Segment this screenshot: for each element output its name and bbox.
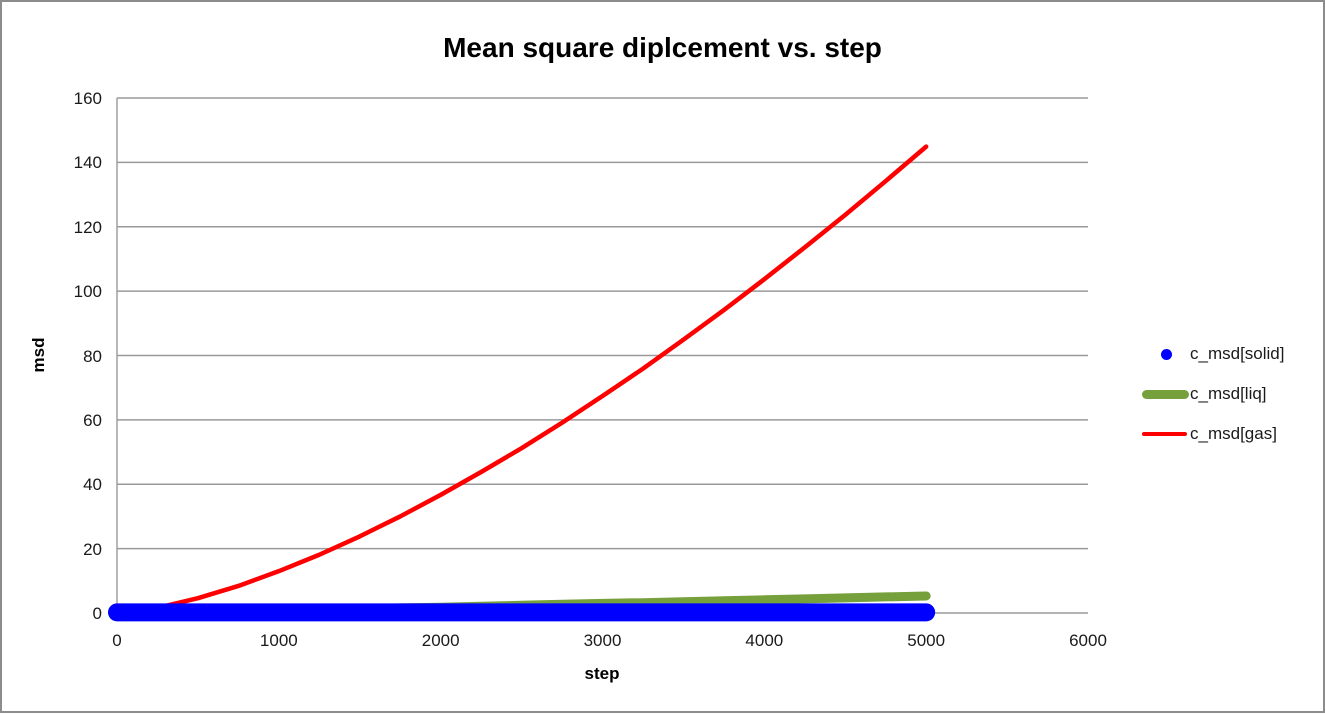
legend-label: c_msd[gas] xyxy=(1190,424,1277,443)
gas-series-marker-icon xyxy=(1142,432,1187,436)
x-tick-label: 3000 xyxy=(583,631,622,650)
liq-series-marker-icon xyxy=(1142,389,1189,399)
x-axis-title: step xyxy=(584,664,620,683)
legend-label: c_msd[solid] xyxy=(1190,344,1285,363)
x-tick-label: 1000 xyxy=(259,631,298,650)
legend-item-c_msd-liq: c_msd[liq] xyxy=(1142,384,1322,403)
x-tick-label: 2000 xyxy=(421,631,460,650)
x-tick-label: 0 xyxy=(112,631,122,650)
legend-label: c_msd[liq] xyxy=(1190,384,1267,403)
legend-marker-slot xyxy=(1142,389,1190,399)
y-tick-label: 100 xyxy=(73,282,102,302)
y-tick-label: 140 xyxy=(73,153,102,173)
y-tick-label: 60 xyxy=(83,410,102,430)
series-line-c_msd[gas] xyxy=(114,144,929,616)
y-tick-label: 160 xyxy=(73,89,102,108)
solid-series-marker-icon xyxy=(1160,348,1172,360)
legend-item-c_msd-gas: c_msd[gas] xyxy=(1142,424,1322,443)
legend: c_msd[solid] c_msd[liq] c_msd[gas] xyxy=(1142,344,1322,443)
legend-marker-slot xyxy=(1142,348,1190,360)
y-tick-label: 20 xyxy=(83,539,102,559)
y-tick-label: 120 xyxy=(73,217,102,237)
y-tick-label: 80 xyxy=(83,346,102,366)
legend-marker-slot xyxy=(1142,432,1190,436)
x-tick-label: 4000 xyxy=(745,631,784,650)
x-tick-label: 6000 xyxy=(1069,631,1107,650)
chart-title: Mean square diplcement vs. step xyxy=(443,32,882,63)
x-tick-label: 5000 xyxy=(907,631,946,650)
y-tick-label: 40 xyxy=(83,475,102,495)
y-axis-title: msd xyxy=(29,337,48,373)
legend-item-c_msd-solid: c_msd[solid] xyxy=(1142,344,1322,363)
y-tick-label: 0 xyxy=(92,604,102,623)
